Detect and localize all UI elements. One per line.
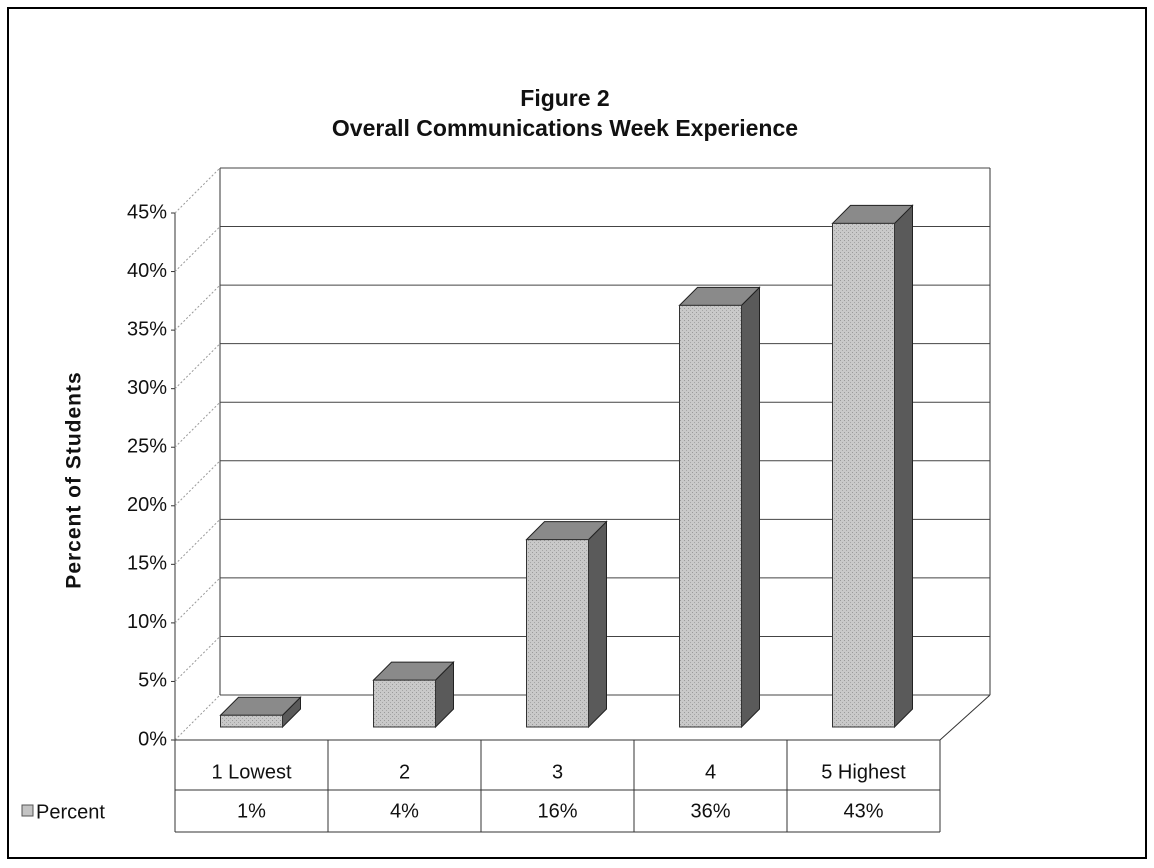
y-tick-label: 5% <box>138 670 167 692</box>
grid-diagonal <box>174 226 221 272</box>
y-tick-label: 15% <box>127 553 167 575</box>
bar-side <box>894 204 913 729</box>
bar <box>220 714 283 728</box>
data-label: 4% <box>390 800 419 822</box>
y-tick-label: 30% <box>127 377 167 399</box>
bar <box>832 222 895 728</box>
grid-diagonal <box>174 518 221 565</box>
grid-diagonal <box>174 401 221 448</box>
y-tick-label: 45% <box>127 201 167 223</box>
grid-diagonal <box>174 343 221 390</box>
bar-side <box>588 520 607 729</box>
bar <box>526 539 589 728</box>
x-tick-label: 5 Highest <box>821 761 906 783</box>
data-label: 36% <box>690 800 730 822</box>
y-tick-label: 25% <box>127 436 167 458</box>
legend-key <box>21 804 34 817</box>
bar <box>679 304 742 728</box>
bar <box>373 679 436 728</box>
chart-subtitle: Overall Communications Week Experience <box>332 115 798 141</box>
data-label: 16% <box>537 800 577 822</box>
y-tick-label: 35% <box>127 318 167 340</box>
y-tick-label: 40% <box>127 260 167 282</box>
frame <box>7 7 1147 859</box>
grid-diagonal <box>174 577 221 624</box>
chart-title: Figure 2 <box>520 85 609 111</box>
data-label: 1% <box>237 800 266 822</box>
grid-diagonal <box>174 636 221 682</box>
y-tick-label: 20% <box>127 494 167 516</box>
bar-side <box>741 286 760 729</box>
y-axis-label: Percent of Students <box>63 371 86 588</box>
data-label: 43% <box>843 800 883 822</box>
grid-diagonal <box>174 460 221 507</box>
legend-label: Percent <box>36 801 105 823</box>
y-tick-label: 10% <box>127 611 167 633</box>
grid-diagonal <box>174 694 221 741</box>
floor-right <box>939 694 991 741</box>
y-tick-label: 0% <box>138 728 167 750</box>
grid-diagonal <box>174 167 221 214</box>
x-tick-label: 3 <box>552 761 563 783</box>
x-tick-label: 2 <box>399 761 410 783</box>
grid-diagonal <box>174 284 221 331</box>
x-tick-label: 1 Lowest <box>211 761 291 783</box>
x-tick-label: 4 <box>705 761 716 783</box>
